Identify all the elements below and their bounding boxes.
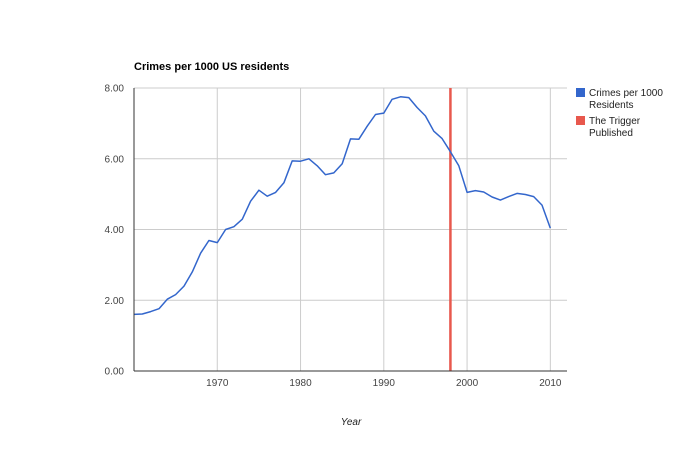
y-tick-labels: 0.00 2.00 4.00 6.00 8.00	[105, 84, 125, 378]
legend-entry[interactable]: The Trigger Published	[576, 116, 641, 139]
x-tick-label: 2010	[539, 378, 562, 389]
x-tick-label: 1990	[373, 378, 396, 389]
y-tick-label: 8.00	[105, 84, 125, 95]
y-tick-label: 2.00	[105, 296, 125, 307]
legend-swatch	[576, 116, 585, 125]
crimes-series-line	[133, 96, 552, 316]
legend-entry[interactable]: Crimes per 1000 Residents	[576, 88, 663, 111]
x-axis-title: Year	[341, 417, 362, 428]
legend[interactable]: Crimes per 1000 Residents The Trigger Publi…	[576, 88, 663, 139]
axes	[133, 88, 567, 372]
legend-label: The Trigger Published	[589, 116, 641, 139]
series-layer	[133, 96, 552, 316]
x-tick-label: 2000	[456, 378, 479, 389]
x-tick-label: 1980	[289, 378, 312, 389]
y-tick-label: 0.00	[105, 367, 125, 378]
legend-label: Crimes per 1000 Residents	[589, 88, 663, 111]
legend-swatch	[576, 88, 585, 97]
chart-title: Crimes per 1000 US residents	[134, 61, 289, 73]
x-tick-labels: 1970 1980 1990 2000 2010	[206, 378, 562, 389]
x-tick-label: 1970	[206, 378, 229, 389]
y-tick-label: 6.00	[105, 154, 125, 165]
gridlines	[134, 87, 567, 371]
y-tick-label: 4.00	[105, 225, 125, 236]
